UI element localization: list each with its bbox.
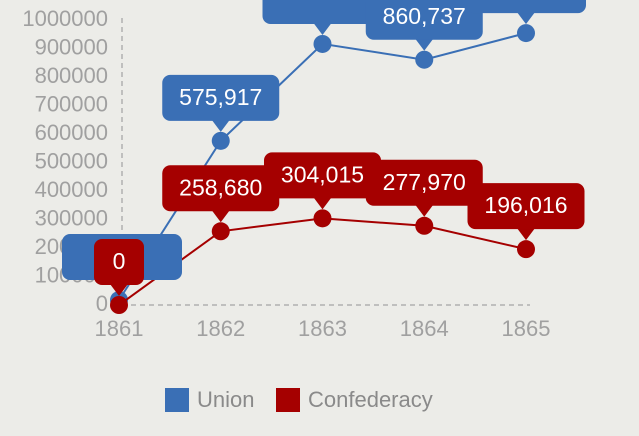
y-tick-label: 700000 — [35, 91, 108, 116]
callout-pointer — [313, 22, 332, 35]
callout — [467, 183, 585, 230]
callout — [262, 0, 383, 24]
callout-pointer — [211, 210, 230, 223]
legend-label: Confederacy — [308, 387, 433, 412]
y-tick-label: 300000 — [35, 205, 108, 230]
x-tick-label: 1863 — [298, 316, 347, 341]
callout — [365, 159, 483, 206]
callout-pointer — [415, 204, 434, 217]
point — [517, 240, 535, 259]
point — [313, 209, 332, 228]
x-tick-label: 1865 — [502, 316, 551, 341]
callout — [94, 239, 144, 285]
y-tick-label: 500000 — [35, 148, 108, 173]
callout-pointer — [313, 197, 332, 210]
point — [415, 216, 434, 235]
legend-label: Union — [197, 387, 254, 412]
data-label: 258,680 — [179, 174, 262, 200]
y-tick-label: 600000 — [35, 120, 108, 145]
callout-pointer — [517, 228, 535, 241]
y-tick-label: 900000 — [35, 34, 108, 59]
callout — [466, 0, 586, 14]
callout-pointer — [415, 38, 434, 51]
x-tick-label: 1861 — [95, 316, 144, 341]
y-tick-label: 0 — [96, 291, 108, 316]
legend-swatch — [165, 388, 189, 412]
x-tick-label: 1864 — [400, 316, 449, 341]
point — [211, 131, 230, 150]
data-label: 575,917 — [179, 84, 262, 110]
y-tick-label: 400000 — [35, 177, 108, 202]
legend-swatch — [276, 388, 300, 412]
data-label: 304,015 — [281, 161, 364, 187]
data-label: 860,737 — [383, 3, 466, 29]
callout-pointer — [110, 284, 128, 296]
callout-pointer — [211, 119, 230, 132]
point — [211, 222, 230, 241]
point — [415, 50, 434, 69]
callout — [264, 152, 381, 199]
data-label: 277,970 — [383, 169, 466, 195]
x-tick-label: 1862 — [196, 316, 245, 341]
point — [313, 34, 332, 53]
callout — [365, 0, 483, 40]
data-label: 0 — [113, 248, 126, 274]
callout — [162, 74, 280, 121]
y-tick-label: 800000 — [35, 63, 108, 88]
point — [517, 24, 535, 43]
data-label: 196,016 — [484, 192, 567, 218]
callout-pointer — [517, 12, 535, 25]
callout — [162, 165, 280, 212]
point — [110, 296, 128, 314]
y-tick-label: 1000000 — [22, 6, 108, 31]
